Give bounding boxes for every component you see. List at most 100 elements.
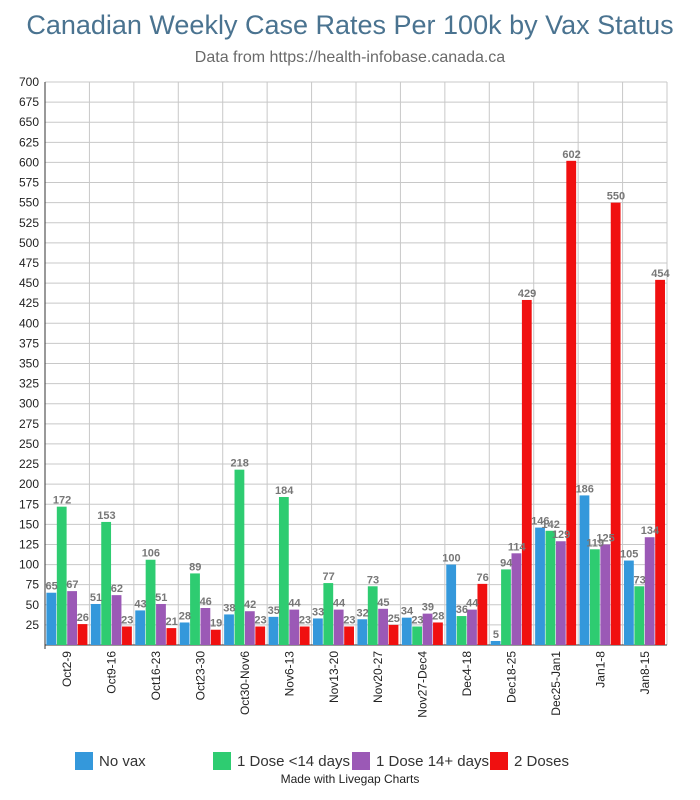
bar	[501, 569, 511, 645]
y-tick-label: 25	[26, 618, 40, 632]
data-label: 44	[288, 598, 301, 610]
chart-credit: Made with Livegap Charts	[280, 772, 420, 786]
data-label: 19	[210, 618, 222, 630]
data-label: 550	[607, 191, 625, 203]
legend-label-no-vax: No vax	[99, 752, 146, 770]
bar	[566, 160, 577, 645]
data-label: 89	[189, 561, 201, 573]
chart-title: Canadian Weekly Case Rates Per 100k by V…	[26, 10, 674, 40]
bar	[56, 506, 67, 645]
bar	[644, 537, 655, 645]
data-label: 218	[231, 458, 249, 470]
data-label: 105	[620, 549, 638, 561]
bar	[268, 616, 279, 645]
bar	[67, 591, 78, 645]
data-label: 429	[518, 288, 536, 300]
bar	[90, 603, 101, 645]
y-tick-label: 50	[26, 598, 40, 612]
legend-item-no-vax[interactable]: No vax	[75, 750, 146, 772]
y-tick-label: 200	[19, 477, 39, 491]
x-tick-label: Oct2-9	[60, 651, 74, 687]
bar	[344, 626, 354, 645]
data-label: 106	[142, 548, 160, 560]
legend-item-2-doses[interactable]: 2 Doses	[490, 750, 569, 772]
y-tick-label: 550	[19, 196, 39, 210]
bar	[244, 611, 255, 645]
data-label: 38	[223, 602, 235, 614]
y-tick-label: 300	[19, 397, 39, 411]
data-label: 28	[179, 610, 191, 622]
legend-swatch-1-dose-14-plus	[352, 752, 370, 770]
bar	[545, 530, 556, 645]
data-label: 67	[66, 579, 78, 591]
bar	[166, 628, 177, 645]
bar	[224, 614, 234, 645]
bar	[600, 544, 611, 645]
x-tick-label: Dec25-Jan1	[549, 651, 563, 716]
data-label: 35	[268, 605, 280, 617]
y-tick-label: 400	[19, 316, 39, 330]
data-label: 46	[200, 596, 212, 608]
bar	[511, 553, 522, 645]
data-label: 5	[493, 629, 499, 641]
bar	[589, 549, 600, 645]
x-tick-label: Dec4-18	[460, 651, 474, 697]
bar	[289, 609, 300, 645]
data-label: 23	[299, 615, 311, 627]
y-tick-label: 350	[19, 357, 39, 371]
bar	[521, 299, 532, 645]
legend-item-1-dose-under-14[interactable]: 1 Dose <14 days	[213, 750, 350, 772]
bar	[145, 559, 156, 645]
data-label: 28	[432, 610, 444, 622]
y-tick-label: 500	[19, 236, 39, 250]
bar	[422, 613, 433, 645]
bar	[323, 583, 334, 645]
bar	[200, 608, 211, 645]
legend-label-1-dose-under-14: 1 Dose <14 days	[237, 752, 350, 770]
y-tick-label: 150	[19, 517, 39, 531]
data-label: 44	[333, 598, 346, 610]
data-label: 44	[466, 598, 479, 610]
data-label: 65	[45, 581, 57, 593]
legend-item-1-dose-14-plus[interactable]: 1 Dose 14+ days	[352, 750, 489, 772]
bar	[190, 573, 200, 645]
data-label: 142	[542, 519, 560, 531]
bar	[122, 626, 132, 645]
x-tick-label: Nov6-13	[282, 651, 296, 697]
chart-legend: No vax 1 Dose <14 days 1 Dose 14+ days 2…	[0, 750, 700, 774]
bar	[299, 626, 310, 645]
data-label: 114	[508, 541, 527, 553]
bar	[234, 469, 245, 645]
legend-swatch-2-doses	[490, 752, 508, 770]
data-label: 134	[641, 525, 660, 537]
y-tick-label: 275	[19, 417, 39, 431]
data-label: 94	[500, 557, 513, 569]
x-tick-label: Nov27-Dec4	[416, 651, 430, 718]
data-label: 51	[90, 592, 102, 604]
legend-swatch-no-vax	[75, 752, 93, 770]
data-label: 33	[312, 606, 324, 618]
y-tick-label: 100	[19, 558, 39, 572]
data-label: 602	[562, 149, 580, 161]
y-tick-label: 375	[19, 336, 39, 350]
data-label: 32	[356, 607, 368, 619]
y-tick-label: 450	[19, 276, 39, 290]
bar	[579, 495, 590, 645]
data-label: 129	[552, 529, 570, 541]
data-label: 23	[411, 615, 423, 627]
bar	[255, 626, 266, 645]
bar	[312, 618, 323, 645]
data-label: 36	[456, 604, 468, 616]
bar	[634, 586, 645, 645]
y-tick-label: 325	[19, 377, 39, 391]
y-tick-label: 175	[19, 497, 39, 511]
x-tick-label: Oct23-30	[194, 651, 208, 701]
bar	[46, 592, 57, 645]
bar	[156, 603, 166, 645]
data-label: 153	[97, 510, 115, 522]
data-label: 34	[401, 606, 414, 618]
data-label: 77	[322, 571, 334, 583]
x-tick-label: Dec18-25	[505, 651, 519, 703]
bar	[535, 527, 545, 645]
data-label: 23	[254, 615, 266, 627]
